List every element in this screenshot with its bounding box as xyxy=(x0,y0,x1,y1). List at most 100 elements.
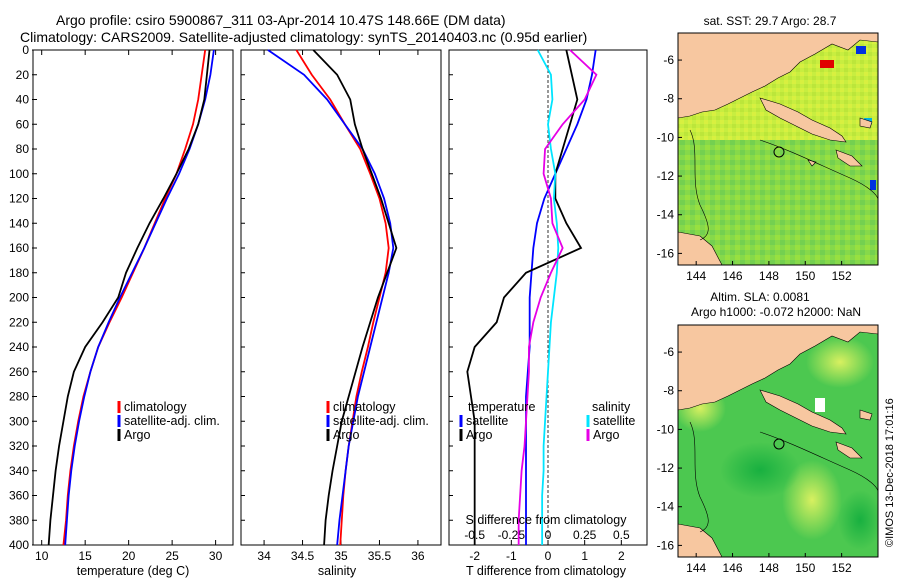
land-islands xyxy=(835,409,873,459)
series-line-salinity-argo xyxy=(517,49,598,545)
legend-label-argo: Argo xyxy=(124,428,150,442)
sla-low-anomaly xyxy=(720,442,800,498)
y-tick-label: 0 xyxy=(22,43,29,57)
series-line-argo xyxy=(312,49,398,546)
y-tick-label: 220 xyxy=(9,315,29,329)
y-tick-label: 280 xyxy=(9,390,29,404)
series-line-satellite-adj-clim- xyxy=(267,49,395,546)
lon-tick-label: 146 xyxy=(723,561,743,575)
s-difference-label: S difference from climatology xyxy=(466,513,628,527)
x-tick-label: 34.5 xyxy=(291,549,315,563)
salinity-axis: 34 34.5 35 35.5 36 xyxy=(241,49,425,563)
x-tick-label: 10 xyxy=(35,549,49,563)
legend-label-satellite: satellite-adj. clim. xyxy=(124,414,220,428)
legend-label-satellite: satellite-adj. clim. xyxy=(333,414,429,428)
lon-tick-label: 148 xyxy=(759,269,779,283)
y-tick-label: 380 xyxy=(9,513,29,527)
y-tick-label: 300 xyxy=(9,414,29,428)
title-line-2: Climatology: CARS2009. Satellite-adjuste… xyxy=(20,29,587,45)
x-tick-label: -1 xyxy=(506,549,517,563)
lon-tick-label: 144 xyxy=(686,561,706,575)
x-tick-label: 25 xyxy=(165,549,179,563)
sst-map-title: sat. SST: 29.7 Argo: 28.7 xyxy=(704,14,837,28)
y-tick-label: 100 xyxy=(9,167,29,181)
credit-text: ©IMOS 13-Dec-2018 17:01:16 xyxy=(884,398,896,547)
lat-tick-label: -12 xyxy=(657,169,675,183)
y-tick-label: 140 xyxy=(9,216,29,230)
sla-high-anomaly xyxy=(806,336,874,388)
y-tick-label: 260 xyxy=(9,365,29,379)
land-png-peninsula xyxy=(759,97,847,143)
y-tick-label: 40 xyxy=(16,93,30,107)
temperature-legend: climatology satellite-adj. clim. Argo xyxy=(117,400,220,442)
salinity-xlabel: salinity xyxy=(318,564,357,578)
sst-map-frame xyxy=(677,32,879,266)
sst-map: sat. SST: 29.7 Argo: 28.7 144 146 148 150 15… xyxy=(657,14,879,283)
y-tick-label: 360 xyxy=(9,489,29,503)
legend-label-climatology: climatology xyxy=(333,400,396,414)
x-tick-label: 15 xyxy=(78,549,92,563)
salinity-plot-frame xyxy=(240,49,442,546)
y-tick-label: 240 xyxy=(9,340,29,354)
y-tick-label: 320 xyxy=(9,439,29,453)
legend-label-climatology: climatology xyxy=(124,400,187,414)
difference-legend: temperature satellite Argo salinity sate… xyxy=(459,400,635,442)
x-tick-label: 0 xyxy=(545,549,552,563)
land-australia xyxy=(678,523,723,557)
lat-tick-label: -10 xyxy=(657,422,675,436)
s-tick-label: 0.5 xyxy=(613,528,630,542)
lat-tick-label: -6 xyxy=(663,345,674,359)
legend-label-s-argo: Argo xyxy=(593,428,619,442)
salinity-series xyxy=(267,49,398,546)
lat-tick-label: -10 xyxy=(657,130,675,144)
series-line-salinity-satellite xyxy=(536,49,560,545)
temperature-series xyxy=(47,49,215,546)
argo-location-marker xyxy=(773,146,785,158)
series-line-argo xyxy=(47,49,211,546)
series-line-temperature-satellite xyxy=(525,49,597,545)
y-tick-label: 160 xyxy=(9,241,29,255)
lon-tick-label: 148 xyxy=(759,561,779,575)
lat-tick-label: -14 xyxy=(657,500,675,514)
sla-map-axes: 144 146 148 150 152 -6 -8 -10 -12 -14 -16 xyxy=(657,345,852,575)
y-tick-label: 80 xyxy=(16,142,30,156)
x-tick-label: -2 xyxy=(469,549,480,563)
sla-map-subtitle: Argo h1000: -0.072 h2000: NaN xyxy=(691,305,861,319)
sst-warm-patch xyxy=(820,60,834,68)
x-tick-label: 35 xyxy=(334,549,348,563)
lat-tick-label: -8 xyxy=(663,384,674,398)
x-tick-label: 30 xyxy=(209,549,223,563)
x-tick-label: 1 xyxy=(581,549,588,563)
legend-label-t-argo: Argo xyxy=(466,428,492,442)
salinity-panel: 34 34.5 35 35.5 36 salinity climatology sate… xyxy=(240,49,442,578)
temperature-axis: 10 15 20 25 30 xyxy=(35,50,223,563)
t-difference-xlabel: T difference from climatology xyxy=(466,564,627,578)
sst-map-axes: 144 146 148 150 152 -6 -8 -10 -12 -14 -16 xyxy=(657,53,852,283)
difference-panel: -2 -1 0 1 2-0.5 -0.25 0 0.25 0.5 T difference fr… xyxy=(448,49,648,578)
lon-tick-label: 146 xyxy=(723,269,743,283)
sst-cool-patch xyxy=(856,46,866,54)
s-tick-label: 0.25 xyxy=(573,528,597,542)
sla-missing-patch xyxy=(815,398,825,412)
lat-tick-label: -16 xyxy=(657,246,675,260)
series-line-temperature-argo xyxy=(466,49,583,545)
x-tick-label: 34 xyxy=(257,549,271,563)
y-tick-label: 60 xyxy=(16,117,30,131)
lat-tick-label: -6 xyxy=(663,53,674,67)
lat-tick-label: -8 xyxy=(663,92,674,106)
bathymetry-contour xyxy=(689,129,878,241)
sla-map-title: Altim. SLA: 0.0081 xyxy=(710,290,810,304)
x-tick-label: 36 xyxy=(411,549,425,563)
title-line-1: Argo profile: csiro 5900867_311 03-Apr-2… xyxy=(56,12,506,28)
sla-map: Altim. SLA: 0.0081 Argo h1000: -0.072 h2… xyxy=(657,290,879,575)
temperature-xlabel: temperature (deg C) xyxy=(77,564,190,578)
s-tick-label: -0.25 xyxy=(498,528,526,542)
s-tick-label: 0 xyxy=(545,528,552,542)
legend-title-salinity: salinity xyxy=(592,400,631,414)
x-tick-label: 35.5 xyxy=(368,549,392,563)
lon-tick-label: 152 xyxy=(832,269,852,283)
bathymetry-contour xyxy=(689,421,878,533)
sla-low-anomaly xyxy=(838,490,878,550)
legend-label-s-satellite: satellite xyxy=(593,414,635,428)
